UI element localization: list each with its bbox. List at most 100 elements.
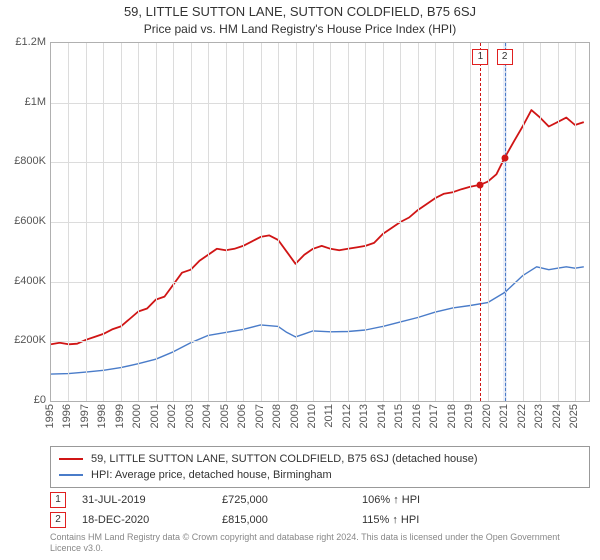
annotation-dot	[477, 181, 484, 188]
x-axis-label: 2021	[498, 404, 510, 428]
legend-item: 59, LITTLE SUTTON LANE, SUTTON COLDFIELD…	[59, 451, 581, 467]
x-axis-label: 1995	[44, 404, 56, 428]
annotation-dot	[501, 154, 508, 161]
gridline-vertical	[278, 43, 279, 401]
x-axis-label: 2024	[551, 404, 563, 428]
x-axis-label: 1997	[79, 404, 91, 428]
transaction-row: 1 31-JUL-2019£725,000106% ↑ HPI	[50, 490, 590, 510]
gridline-vertical	[226, 43, 227, 401]
legend-label: HPI: Average price, detached house, Birm…	[91, 469, 332, 481]
y-axis-label: £0	[2, 394, 46, 406]
transaction-price: £815,000	[222, 514, 362, 526]
x-axis-label: 2020	[481, 404, 493, 428]
y-axis-label: £400K	[2, 275, 46, 287]
gridline-vertical	[348, 43, 349, 401]
gridline-vertical	[68, 43, 69, 401]
transaction-vs-hpi: 106% ↑ HPI	[362, 494, 502, 506]
x-axis-label: 2002	[166, 404, 178, 428]
x-axis-label: 2015	[393, 404, 405, 428]
annotation-line	[505, 43, 506, 401]
gridline-vertical	[173, 43, 174, 401]
x-axis-label: 2011	[323, 404, 335, 428]
gridline-vertical	[523, 43, 524, 401]
y-axis-label: £600K	[2, 215, 46, 227]
y-axis-label: £800K	[2, 155, 46, 167]
gridline-vertical	[540, 43, 541, 401]
legend-swatch	[59, 458, 83, 460]
gridline-vertical	[138, 43, 139, 401]
gridline-horizontal	[51, 282, 589, 283]
gridline-vertical	[313, 43, 314, 401]
gridline-vertical	[330, 43, 331, 401]
y-axis-label: £1M	[2, 96, 46, 108]
x-axis-label: 2018	[446, 404, 458, 428]
x-axis-label: 1999	[114, 404, 126, 428]
gridline-vertical	[261, 43, 262, 401]
transaction-marker: 2	[50, 512, 66, 528]
transaction-price: £725,000	[222, 494, 362, 506]
gridline-vertical	[243, 43, 244, 401]
gridline-vertical	[470, 43, 471, 401]
chart-container: 59, LITTLE SUTTON LANE, SUTTON COLDFIELD…	[0, 0, 600, 560]
legend-item: HPI: Average price, detached house, Birm…	[59, 467, 581, 483]
chart-subtitle: Price paid vs. HM Land Registry's House …	[0, 22, 600, 36]
gridline-vertical	[103, 43, 104, 401]
x-axis-label: 2013	[358, 404, 370, 428]
gridline-vertical	[558, 43, 559, 401]
annotation-line	[480, 43, 481, 401]
legend: 59, LITTLE SUTTON LANE, SUTTON COLDFIELD…	[50, 446, 590, 488]
gridline-vertical	[121, 43, 122, 401]
x-axis-label: 2025	[568, 404, 580, 428]
transaction-table: 1 31-JUL-2019£725,000106% ↑ HPI 2 18-DEC-20…	[50, 490, 590, 530]
x-axis-label: 2014	[376, 404, 388, 428]
x-axis-label: 2005	[219, 404, 231, 428]
gridline-vertical	[435, 43, 436, 401]
x-axis-label: 2008	[271, 404, 283, 428]
transaction-vs-hpi: 115% ↑ HPI	[362, 514, 502, 526]
gridline-vertical	[156, 43, 157, 401]
x-axis-label: 1998	[96, 404, 108, 428]
annotation-marker: 1	[472, 49, 488, 65]
gridline-vertical	[86, 43, 87, 401]
gridline-vertical	[418, 43, 419, 401]
transaction-date: 31-JUL-2019	[82, 494, 222, 506]
x-axis-label: 2006	[236, 404, 248, 428]
gridline-vertical	[575, 43, 576, 401]
gridline-vertical	[365, 43, 366, 401]
x-axis-label: 2004	[201, 404, 213, 428]
transaction-date: 18-DEC-2020	[82, 514, 222, 526]
gridline-vertical	[383, 43, 384, 401]
x-axis-label: 2009	[289, 404, 301, 428]
x-axis-label: 2016	[411, 404, 423, 428]
y-axis-label: £1.2M	[2, 36, 46, 48]
legend-swatch	[59, 474, 83, 476]
gridline-horizontal	[51, 222, 589, 223]
gridline-vertical	[296, 43, 297, 401]
x-axis-label: 2003	[184, 404, 196, 428]
gridline-vertical	[488, 43, 489, 401]
gridline-vertical	[400, 43, 401, 401]
gridline-horizontal	[51, 162, 589, 163]
x-axis-label: 2000	[131, 404, 143, 428]
footnote: Contains HM Land Registry data © Crown c…	[50, 532, 590, 554]
transaction-row: 2 18-DEC-2020£815,000115% ↑ HPI	[50, 510, 590, 530]
x-axis-label: 2017	[428, 404, 440, 428]
x-axis-label: 2007	[254, 404, 266, 428]
gridline-vertical	[208, 43, 209, 401]
gridline-vertical	[191, 43, 192, 401]
transaction-marker: 1	[50, 492, 66, 508]
chart-title: 59, LITTLE SUTTON LANE, SUTTON COLDFIELD…	[0, 4, 600, 19]
x-axis-label: 1996	[61, 404, 73, 428]
plot-area: 12	[50, 42, 590, 402]
x-axis-label: 2010	[306, 404, 318, 428]
x-axis-label: 2022	[516, 404, 528, 428]
annotation-marker: 2	[497, 49, 513, 65]
x-axis-label: 2012	[341, 404, 353, 428]
x-axis-label: 2019	[463, 404, 475, 428]
gridline-horizontal	[51, 341, 589, 342]
x-axis-label: 2001	[149, 404, 161, 428]
x-axis-label: 2023	[533, 404, 545, 428]
gridline-vertical	[453, 43, 454, 401]
y-axis-label: £200K	[2, 334, 46, 346]
gridline-horizontal	[51, 103, 589, 104]
